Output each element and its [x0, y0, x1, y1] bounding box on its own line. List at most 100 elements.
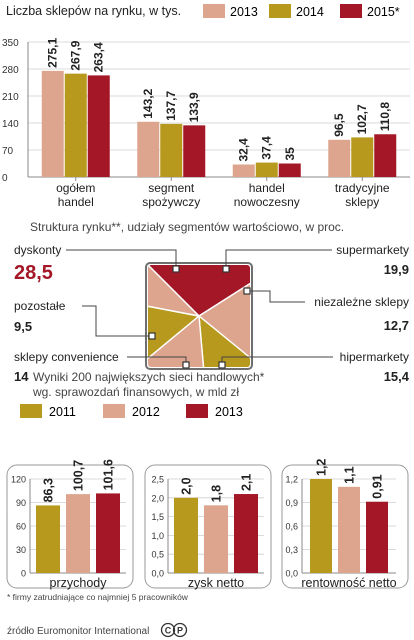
- chart2-plot: dyskonty 28,5 supermarkety 19,9 niezależne s…: [14, 243, 410, 384]
- chart3-data-label: 1,1: [343, 466, 357, 483]
- chart3-ytick-label: 0,9: [285, 498, 298, 508]
- chart3-panel-frame: [6, 464, 134, 589]
- chart3-ytick-label: 0,3: [285, 545, 298, 555]
- chart1-data-label: 110,8: [378, 102, 392, 132]
- chart3-data-label: 1,8: [210, 485, 224, 502]
- leader-niezalezne: [250, 290, 305, 303]
- chart1-data-label: 263,4: [92, 42, 106, 72]
- chart3-panel-title: rentowność netto: [301, 576, 396, 590]
- legend-label-2013: 2013: [230, 5, 258, 19]
- chart1-data-label: 32,4: [237, 138, 251, 162]
- chart1-data-label: 102,7: [355, 104, 369, 134]
- label-convenience: sklepy convenience: [14, 350, 119, 364]
- chart1-category-label: handel: [249, 181, 285, 195]
- chart1-category-label: nowoczesny: [234, 195, 300, 209]
- logo-c-circle: [160, 622, 176, 638]
- chart3-bar: [96, 493, 120, 573]
- chart1-data-label: 133,9: [187, 92, 201, 122]
- chart3-ytick-label: 0,0: [151, 569, 164, 579]
- chart3-panel-frame: [281, 464, 409, 589]
- chart1-bar: [137, 121, 160, 177]
- chart2-slice-pozostałe: [148, 265, 202, 318]
- chart3-panel-3: 0,0 0,3 0,6 0,9 1,2 1,2 1,1 0,91 rentowność nett…: [281, 459, 409, 590]
- chart1-ytick-label: 210: [2, 92, 19, 103]
- chart1-title: Liczba sklepów na rynku, w tys.: [6, 4, 181, 18]
- chart1-legend: 2013 2014 2015*: [203, 4, 400, 19]
- chart3-bar: [338, 486, 360, 573]
- value-convenience: 14: [14, 369, 29, 384]
- chart2-slice-niezależne-sklepy: [198, 314, 250, 367]
- legend-swatch-2014: [269, 4, 291, 18]
- chart2-frame: [145, 262, 253, 370]
- marker-convenience: [182, 361, 190, 369]
- chart1-category-label: ogółem: [56, 181, 95, 195]
- chart1-bar: [232, 164, 255, 177]
- chart3-ytick-label: 2,0: [151, 493, 164, 503]
- chart3-bar: [36, 505, 60, 573]
- chart1-data-label: 137,7: [164, 91, 178, 121]
- marker-hipermarkety: [218, 361, 226, 369]
- legend-swatch-2012: [103, 404, 125, 418]
- chart3-ytick-label: 120: [11, 475, 26, 485]
- chart2-title: Struktura rynku**, udziały segmentów war…: [30, 220, 344, 234]
- logo-p-circle: [172, 622, 188, 638]
- chart3-title-line2: wg. sprawozdań finansowych, w mld zł: [32, 385, 239, 399]
- chart3-title-line1: Wyniki 200 największych sieci handlowych…: [33, 370, 265, 384]
- chart1-ytick-label: 140: [2, 119, 19, 130]
- chart1-category-label: segment: [148, 181, 195, 195]
- chart3-data-label: 2,1: [240, 474, 254, 491]
- chart1-data-label: 37,4: [260, 136, 274, 160]
- label-supermarkety: supermarkety: [336, 243, 409, 257]
- logo-letter: P: [177, 626, 183, 636]
- label-dyskonty: dyskonty: [14, 243, 61, 257]
- chart1-bar: [183, 125, 206, 177]
- chart3-data-label: 86,3: [42, 478, 56, 502]
- chart3-panel-frame: [144, 464, 272, 589]
- chart3-bar: [66, 494, 90, 573]
- label-niezalezne: niezależne sklepy: [314, 295, 409, 309]
- chart3-data-label: 1,2: [315, 459, 329, 476]
- logo-letter: C: [165, 626, 172, 636]
- chart3-ytick-label: 60: [16, 522, 26, 532]
- chart1-data-label: 275,1: [46, 38, 60, 68]
- legend-label-2013b: 2013: [215, 405, 243, 419]
- chart1-data-label: 35: [283, 147, 297, 161]
- marker-niezalezne: [243, 287, 251, 295]
- chart3-plot: 0 30 60 90 120 86,3 100,7 101,6 przychody 0,0 0,5 1…: [6, 459, 409, 590]
- marker-dyskonty: [172, 265, 180, 273]
- chart3-ytick-label: 1,0: [151, 531, 164, 541]
- leader-pozostale: [82, 305, 152, 337]
- chart1-ytick-label: 280: [2, 65, 19, 76]
- chart2-slices: [148, 265, 250, 367]
- chart1-bar: [255, 162, 278, 177]
- chart1-category-label: tradycyjne: [335, 181, 390, 195]
- chart3-ytick-label: 1,2: [285, 475, 298, 485]
- chart1-bar: [87, 75, 110, 177]
- chart1-category-label: sklepy: [345, 195, 379, 209]
- chart1-bar: [64, 73, 87, 177]
- chart3-panel-2: 0,0 0,5 1,0 1,5 2,0 2,5 2,0 1,8 2,1 zysk netto: [144, 464, 272, 590]
- leader-dyskonty: [66, 249, 177, 266]
- chart3-data-label: 2,0: [180, 477, 194, 494]
- chart3-bar: [174, 497, 198, 573]
- chart1-category-label: spożywczy: [142, 195, 200, 209]
- legend-label-2015: 2015*: [367, 5, 400, 19]
- legend-label-2011: 2011: [49, 405, 76, 419]
- chart3-ytick-label: 30: [16, 545, 26, 555]
- chart3-ytick-label: 2,5: [151, 475, 164, 485]
- chart1-data-label: 143,2: [141, 88, 155, 118]
- legend-label-2014: 2014: [296, 5, 324, 19]
- chart2-slice-sklepy-convenience: [148, 277, 201, 367]
- chart3-ytick-label: 0,0: [285, 569, 298, 579]
- chart3-legend: 2011 2012 2013: [20, 404, 243, 419]
- value-dyskonty: 28,5: [14, 262, 53, 284]
- legend-swatch-2013b: [186, 404, 208, 418]
- chart3-ytick-label: 0,6: [285, 522, 298, 532]
- chart1-ytick-label: 350: [2, 38, 19, 49]
- marker-supermarkety: [222, 265, 230, 273]
- chart3-bar: [310, 479, 332, 573]
- chart1-bar: [160, 123, 183, 177]
